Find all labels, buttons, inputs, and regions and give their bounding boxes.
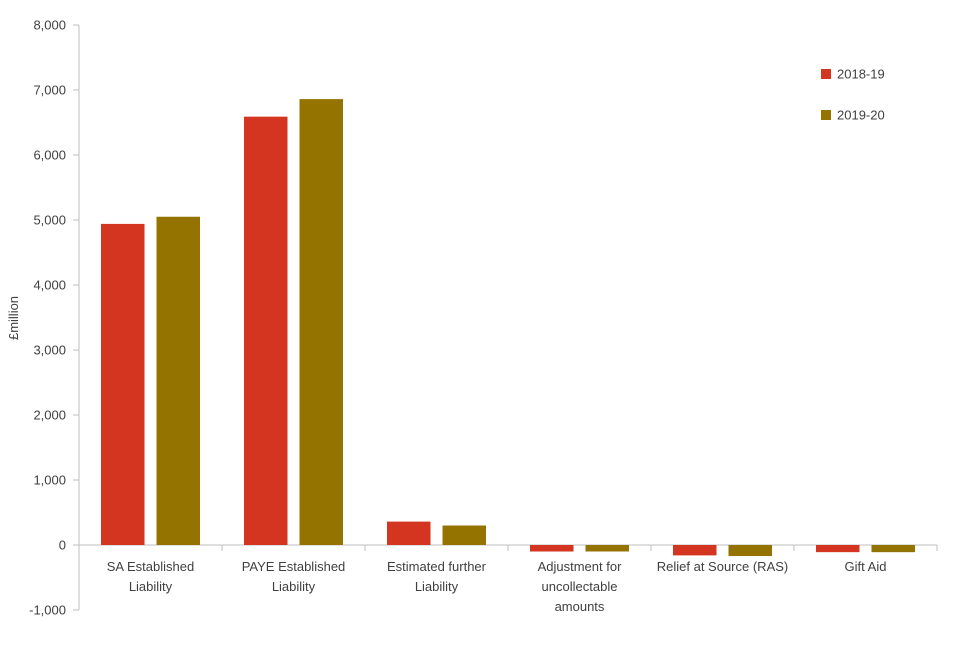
bar-2019-20-5 <box>871 545 915 553</box>
legend-label: 2019-20 <box>837 108 885 123</box>
bar-2018-19-1 <box>244 116 288 546</box>
y-tick-label: 8,000 <box>33 18 66 33</box>
y-tick-label: 4,000 <box>33 278 66 293</box>
bar-2018-19-2 <box>387 521 431 545</box>
category-label: Liability <box>272 579 316 594</box>
bar-2019-20-2 <box>442 525 486 545</box>
category-label: Gift Aid <box>845 559 887 574</box>
y-tick-label: 0 <box>59 538 66 553</box>
y-ticks: -1,000 0 1,000 2,000 3,000 4,000 5,000 6,000 7,0… <box>29 18 79 618</box>
category-label: uncollectable <box>542 579 618 594</box>
y-tick-label: 6,000 <box>33 148 66 163</box>
bar-2019-20-1 <box>299 99 343 545</box>
bar-2019-20-4 <box>728 545 772 557</box>
category-label: PAYE Established <box>242 559 346 574</box>
bar-2018-19-5 <box>816 545 860 553</box>
category-label: Adjustment for <box>538 559 622 574</box>
bar-2018-19-4 <box>673 545 717 556</box>
y-tick-label: 2,000 <box>33 408 66 423</box>
y-tick-label: 7,000 <box>33 83 66 98</box>
category-label: Estimated further <box>387 559 487 574</box>
legend: 2018-19 2019-20 <box>821 67 885 123</box>
category-labels: SA Established Liability PAYE Established L… <box>107 559 887 614</box>
y-tick-label: 5,000 <box>33 213 66 228</box>
y-tick-label: -1,000 <box>29 603 66 618</box>
bar-2019-20-3 <box>585 545 629 552</box>
category-label: Liability <box>129 579 173 594</box>
category-label: Relief at Source (RAS) <box>657 559 789 574</box>
x-ticks <box>78 545 938 551</box>
legend-swatch <box>821 110 831 120</box>
y-axis-title: £million <box>6 296 21 340</box>
legend-swatch <box>821 69 831 79</box>
y-tick-label: 3,000 <box>33 343 66 358</box>
category-label: SA Established <box>107 559 194 574</box>
y-tick-label: 1,000 <box>33 473 66 488</box>
bars <box>101 99 915 557</box>
category-label: amounts <box>555 599 605 614</box>
legend-label: 2018-19 <box>837 67 885 82</box>
bar-2019-20-0 <box>156 216 200 545</box>
bar-2018-19-0 <box>101 223 145 545</box>
bar-2018-19-3 <box>530 545 574 552</box>
category-label: Liability <box>415 579 459 594</box>
